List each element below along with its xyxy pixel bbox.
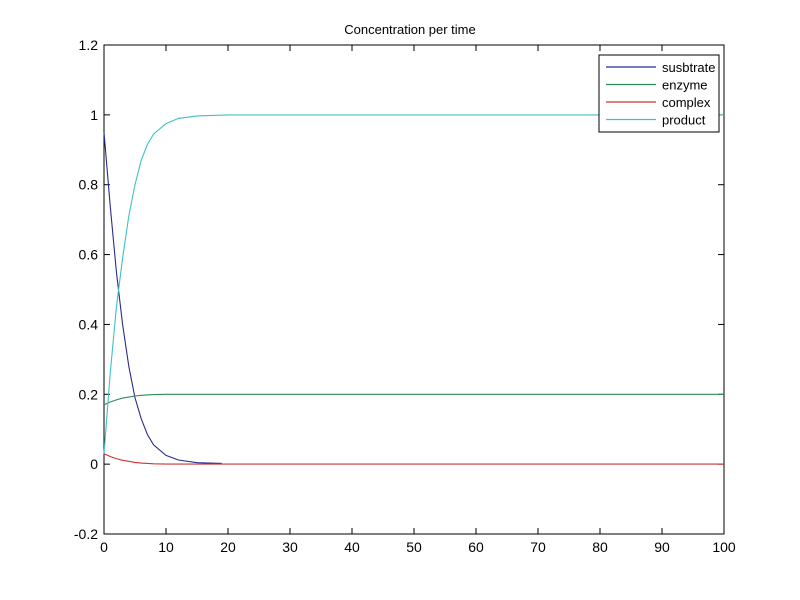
data-lines — [103, 114, 724, 465]
x-tick-label: 10 — [158, 539, 174, 555]
y-tick-label: 1.2 — [79, 37, 99, 53]
series-line-enzyme — [103, 393, 724, 406]
series-line-complex — [103, 453, 724, 465]
legend-label: complex — [662, 95, 711, 110]
y-tick-label: 0.2 — [79, 386, 99, 402]
y-tick-label: -0.2 — [74, 526, 98, 542]
x-axis: 0 10 20 30 40 50 60 70 80 90 100 — [100, 45, 736, 555]
y-tick-label: 1 — [90, 107, 98, 123]
series-line-product — [103, 114, 724, 454]
series-line-susbtrate — [103, 132, 222, 464]
legend-label: susbtrate — [662, 60, 715, 75]
y-tick-label: 0.8 — [79, 177, 99, 193]
chart-title: Concentration per time — [344, 22, 476, 37]
y-tick-label: 0.6 — [79, 247, 99, 263]
y-tick-label: 0.4 — [79, 316, 99, 332]
x-tick-label: 90 — [654, 539, 670, 555]
x-tick-label: 100 — [712, 539, 736, 555]
legend: susbtrate enzyme complex product — [598, 54, 720, 133]
x-tick-label: 50 — [406, 539, 422, 555]
y-tick-label: 0 — [90, 456, 98, 472]
x-tick-label: 0 — [100, 539, 108, 555]
x-tick-label: 40 — [344, 539, 360, 555]
x-tick-label: 20 — [220, 539, 236, 555]
x-tick-label: 60 — [468, 539, 484, 555]
x-tick-label: 30 — [282, 539, 298, 555]
y-axis: -0.2 0 0.2 0.4 0.6 0.8 1 1.2 — [74, 37, 724, 542]
x-tick-label: 80 — [592, 539, 608, 555]
legend-label: enzyme — [662, 78, 708, 93]
x-tick-label: 70 — [530, 539, 546, 555]
legend-label: product — [662, 113, 706, 128]
